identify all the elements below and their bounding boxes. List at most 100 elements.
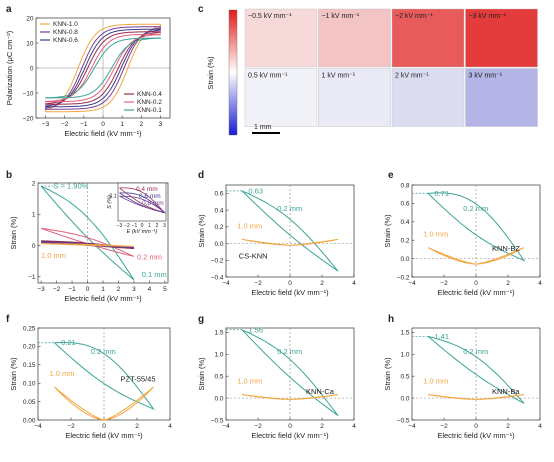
inset-x-tick: 3 — [163, 223, 166, 229]
y-tick-label: 2 — [32, 180, 36, 187]
y-tick-label: 0.5 — [214, 373, 223, 380]
y-tick-label: 0.00 — [23, 417, 36, 424]
x-tick-label: 0 — [101, 121, 105, 128]
loop-KNN-0.2 — [45, 33, 161, 103]
y-tick-label: −0.5 — [397, 417, 410, 424]
material-label: KNN-Ba — [492, 387, 520, 396]
panel-letter: d — [198, 170, 204, 181]
peak-label: 0.71 — [434, 189, 449, 198]
y-axis-label: Strain (%) — [9, 357, 18, 391]
y-tick-label: −1 — [28, 274, 36, 281]
y-axis-label: Strain (%) — [197, 214, 206, 248]
label-01mm: 0.1 mm — [142, 270, 167, 279]
y-axis-label: Strain (%) — [197, 357, 206, 391]
x-tick-label: 0 — [288, 423, 292, 430]
y-tick-label: 1.5 — [400, 330, 409, 337]
x-axis-label: Electric field (kV mm⁻¹) — [437, 431, 515, 440]
axes-d: −4 −2 0 2 4 −0.4 −0.2 0.0 0.2 0.4 0.6 Electric fiel… — [197, 184, 356, 297]
y-tick-label: 0.4 — [400, 219, 409, 226]
strain-map-tile — [318, 8, 391, 68]
y-tick-label: 0.05 — [23, 399, 36, 406]
axes-h: −4 −2 0 2 4 −0.5 0.0 0.5 1.0 1.5 Electric field (k… — [383, 327, 542, 440]
y-tick-label: −0.4 — [211, 274, 224, 281]
inset-loop-0.8 mm — [119, 195, 165, 213]
y-tick-label: 0.0 — [400, 256, 409, 263]
strain-map-label: 3 kV mm⁻¹ — [469, 73, 503, 80]
panel-letter: b — [6, 170, 12, 181]
inset-frame — [117, 182, 167, 222]
label-1mm: 1.0 mm — [423, 377, 448, 386]
inset-x-label: E (kV mm⁻¹) — [127, 229, 158, 235]
x-tick-label: 2 — [139, 121, 143, 128]
y-tick-label: 10 — [26, 40, 34, 47]
strain-loop-0.2 mm — [40, 227, 135, 257]
strain-map-tile — [391, 68, 465, 127]
x-tick-label: 2 — [320, 280, 324, 287]
peak-annotation: S = 1.90% — [53, 182, 88, 191]
x-tick-label: 3 — [159, 121, 163, 128]
x-axis-label: Electric field (kV mm⁻¹) — [64, 129, 142, 138]
strain-map-tile — [465, 68, 538, 127]
y-tick-label: −10 — [22, 90, 33, 97]
label-02mm: 0.2 mm — [277, 347, 302, 356]
panel-letter: f — [6, 314, 10, 325]
x-tick-label: 1 — [120, 121, 124, 128]
x-tick-label: 4 — [538, 423, 542, 430]
panel-letter: a — [6, 4, 12, 15]
x-tick-label: 0 — [474, 280, 478, 287]
x-tick-label: 0 — [288, 280, 292, 287]
y-axis-label: Strain (%) — [383, 357, 392, 391]
label-1mm: 1.0 mm — [423, 230, 448, 239]
material-label: KNN-Ca — [306, 387, 335, 396]
y-tick-label: 0.10 — [23, 381, 36, 388]
y-tick-label: 0 — [32, 243, 36, 250]
strain-loop-0.2mm — [241, 190, 339, 272]
y-tick-label: 0.0 — [214, 395, 223, 402]
x-tick-label: −2 — [440, 280, 448, 287]
strain-loop-0.2mm — [241, 329, 339, 416]
y-tick-label: −0.2 — [397, 274, 410, 281]
strain-map-tile — [465, 8, 538, 68]
legend-label: KNN-0.4 — [137, 91, 162, 98]
x-axis-label: Electric field (kV mm⁻¹) — [251, 288, 329, 297]
y-tick-label: −0.2 — [211, 258, 224, 265]
strain-map-label: −1 kV mm⁻¹ — [322, 13, 360, 20]
x-tick-label: 5 — [163, 286, 167, 293]
legend-label: KNN-0.1 — [137, 107, 162, 114]
axes-e: −4 −2 0 2 4 −0.2 0.0 0.2 0.4 0.6 0.8 Electric field… — [383, 182, 542, 297]
strain-map-label: −0.5 kV mm⁻¹ — [248, 13, 292, 20]
x-tick-label: −2 — [440, 423, 448, 430]
x-tick-label: −4 — [222, 423, 230, 430]
y-tick-label: 0.2 — [214, 224, 223, 231]
strain-map-tile — [244, 8, 318, 68]
y-tick-label: 0.0 — [214, 241, 223, 248]
x-tick-label: 4 — [538, 280, 542, 287]
strain-map-label: −3 kV mm⁻¹ — [469, 13, 507, 20]
x-tick-label: 4 — [352, 423, 356, 430]
strain-map-label: −2 kV mm⁻¹ — [395, 13, 433, 20]
material-label: CS-KNN — [239, 252, 268, 261]
y-axis-label: Strain (%) — [383, 214, 392, 248]
inset-x-tick: −3 — [117, 223, 123, 229]
x-tick-label: 2 — [506, 423, 510, 430]
axes-f: −4 −2 0 2 4 0.00 0.05 0.10 0.15 0.20 0.25 Electric … — [9, 325, 172, 440]
peak-label: 1.56 — [248, 325, 263, 334]
x-tick-label: −2 — [254, 280, 262, 287]
x-tick-label: 4 — [148, 286, 152, 293]
legend-label: KNN-0.6 — [53, 37, 78, 44]
label-02mm: 0.2 mm — [277, 204, 302, 213]
strain-loop-0.2mm — [427, 335, 525, 404]
strain-loop-1.0mm — [241, 238, 339, 246]
label-1mm: 1.0 mm — [237, 377, 262, 386]
label-02mm: 0.2 mm — [91, 347, 116, 356]
inset-label: 0.4 mm — [136, 186, 158, 193]
x-tick-label: 4 — [168, 423, 172, 430]
strain-map-tile — [391, 8, 465, 68]
y-tick-label: 0.2 — [400, 238, 409, 245]
x-tick-label: −4 — [34, 423, 42, 430]
axes-g: −4 −2 0 2 4 −0.5 0.0 0.5 1.0 1.5 Electric field (k… — [197, 325, 356, 440]
x-tick-label: 0 — [86, 286, 90, 293]
y-tick-label: 1 — [32, 212, 36, 219]
x-tick-label: 2 — [320, 423, 324, 430]
